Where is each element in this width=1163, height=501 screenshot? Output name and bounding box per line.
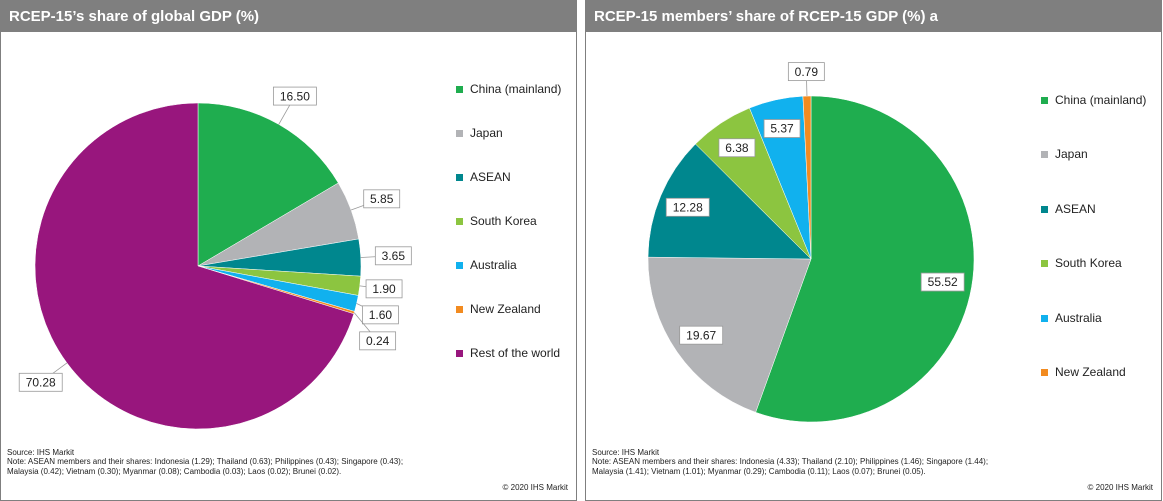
note: Note: ASEAN members and their shares: In… (592, 457, 989, 476)
data-label: 1.60 (369, 308, 393, 322)
data-label-box (362, 305, 399, 325)
legend-item: Australia (456, 257, 571, 301)
legend-label: China (mainland) (1055, 92, 1147, 107)
data-label-box (665, 197, 710, 217)
chart-panel: RCEP-15 members’ share of RCEP-15 GDP (%… (585, 0, 1162, 501)
data-label-box (374, 246, 412, 266)
legend-label: South Korea (470, 214, 537, 228)
data-label: 3.65 (382, 249, 406, 263)
legend-label: South Korea (1055, 256, 1122, 270)
legend-item: ASEAN (456, 169, 571, 213)
source: Source: IHS Markit (7, 448, 75, 457)
legend-swatch (1041, 151, 1048, 158)
legend-swatch (456, 262, 463, 269)
legend-label: China (mainland) (470, 82, 562, 96)
legend-label: Australia (1055, 310, 1102, 325)
data-label-box (763, 119, 801, 138)
legend-item: China (mainland) (456, 81, 571, 125)
legend-swatch (456, 350, 463, 357)
data-label: 55.52 (928, 275, 958, 289)
note: Note: ASEAN members and their shares: In… (7, 457, 404, 476)
data-label: 5.37 (770, 122, 794, 136)
chart-title: RCEP-15 members’ share of RCEP-15 GDP (%… (586, 1, 1161, 32)
data-label: 12.28 (673, 200, 703, 214)
legend-item: South Korea (1041, 255, 1156, 310)
data-label-box (363, 189, 401, 209)
legend-swatch (1041, 96, 1048, 104)
legend-item: Japan (1041, 146, 1156, 201)
data-label: 1.90 (372, 282, 396, 296)
legend-item: New Zealand (456, 301, 571, 345)
data-label: 16.50 (280, 89, 310, 103)
legend-label: Rest of the world (470, 346, 561, 360)
data-label: 5.85 (370, 192, 394, 206)
data-label-box (787, 62, 825, 82)
data-label-box (359, 331, 397, 351)
legend-label: New Zealand (1055, 365, 1126, 379)
chart-title: RCEP-15’s share of global GDP (%) (1, 1, 576, 32)
legend: China (mainland) Japan ASEAN South Korea Aus… (456, 81, 571, 389)
copyright: © 2020 IHS Markit (1087, 483, 1153, 492)
legend-swatch (1041, 314, 1048, 322)
source: Source: IHS Markit (592, 448, 660, 457)
data-label-box (18, 372, 63, 392)
data-label: 70.28 (26, 375, 56, 389)
legend: China (mainland) Japan ASEAN South Korea Aus… (1041, 92, 1156, 419)
data-label: 0.79 (795, 65, 819, 79)
legend-swatch (1041, 205, 1048, 213)
legend-label: ASEAN (470, 170, 511, 184)
data-label-box (365, 279, 403, 299)
pie-chart: 16.50 5.85 3.65 1.90 1.60 0.24 70.28 (18, 86, 412, 430)
legend-swatch (456, 218, 463, 225)
legend-swatch (456, 174, 463, 181)
legend-item: New Zealand (1041, 364, 1156, 419)
data-label-box (272, 86, 317, 106)
data-label-box (920, 272, 965, 292)
chart-panel: RCEP-15’s share of global GDP (%) 16.50 5… (0, 0, 577, 501)
legend-swatch (456, 86, 463, 93)
legend-label: Japan (1055, 147, 1088, 161)
legend-item: South Korea (456, 213, 571, 257)
data-label: 19.67 (686, 328, 716, 342)
legend-item: Rest of the world (456, 345, 571, 389)
legend-item: China (mainland) (1041, 92, 1156, 147)
legend-swatch (1041, 260, 1048, 267)
legend-label: ASEAN (1055, 201, 1096, 216)
pie-slice (647, 256, 812, 413)
legend-label: Japan (470, 126, 503, 140)
legend-swatch (456, 306, 463, 313)
data-label-box (679, 325, 724, 345)
pie-slice (647, 143, 812, 260)
data-label-box (718, 138, 756, 158)
data-label: 6.38 (725, 141, 749, 155)
legend-item: Japan (456, 125, 571, 169)
pie-slice (755, 95, 975, 423)
legend-swatch (1041, 369, 1048, 376)
pie-chart: 55.52 19.67 12.28 6.38 5.37 0.79 (647, 62, 975, 423)
data-label: 0.24 (366, 334, 390, 348)
legend-label: New Zealand (470, 302, 541, 316)
legend-item: Australia (1041, 310, 1156, 365)
legend-label: Australia (470, 258, 517, 272)
copyright: © 2020 IHS Markit (502, 483, 568, 492)
legend-item: ASEAN (1041, 201, 1156, 256)
legend-swatch (456, 130, 463, 137)
